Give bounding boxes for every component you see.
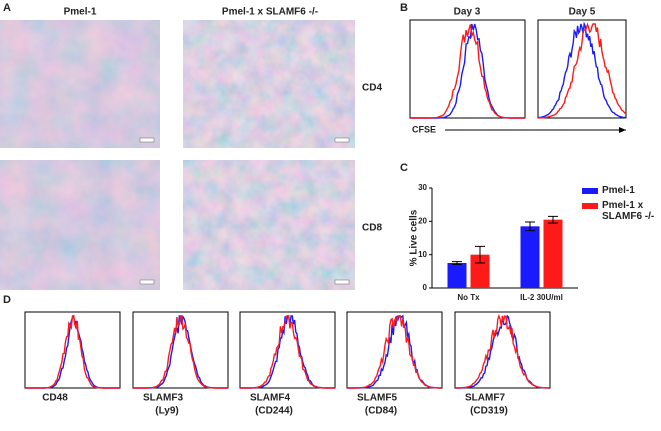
panel-label: B bbox=[400, 2, 408, 14]
marker-label: SLAMF7 bbox=[465, 393, 505, 404]
x-tick-label: IL-2 30U/ml bbox=[520, 293, 563, 302]
y-axis-label: % Live cells bbox=[409, 209, 420, 266]
y-tick-label: 30 bbox=[418, 183, 427, 192]
histogram-frame bbox=[454, 311, 551, 389]
histogram-curve bbox=[455, 314, 550, 389]
row-label: CD8 bbox=[362, 223, 382, 234]
marker-label: (CD84) bbox=[365, 406, 397, 417]
legend-label: Pmel-1 x SLAMF6 -/- bbox=[602, 200, 655, 222]
marker-label: (Ly9) bbox=[155, 406, 179, 417]
marker-label: SLAMF3 bbox=[143, 393, 183, 404]
column-label: Pmel-1 x SLAMF6 -/- bbox=[222, 7, 318, 18]
histogram-curve bbox=[410, 24, 525, 119]
micrograph-haze bbox=[183, 20, 355, 148]
histogram-frame bbox=[24, 311, 121, 389]
column-label: Pmel-1 bbox=[64, 7, 97, 18]
histogram-frame bbox=[346, 311, 443, 389]
marker-label: (CD319) bbox=[470, 406, 508, 417]
scale-bar bbox=[139, 279, 155, 285]
micrograph-haze bbox=[0, 20, 160, 148]
scale-bar bbox=[334, 137, 350, 143]
bar bbox=[520, 226, 540, 288]
legend-swatch bbox=[582, 188, 598, 194]
scale-bar bbox=[334, 279, 350, 285]
panel-label: A bbox=[3, 2, 11, 14]
day-label: Day 3 bbox=[454, 7, 481, 18]
micrograph bbox=[183, 160, 355, 290]
y-tick-label: 20 bbox=[418, 216, 427, 225]
x-tick-label: No Tx bbox=[457, 293, 480, 302]
error-bar bbox=[548, 215, 558, 224]
micrograph bbox=[183, 20, 355, 148]
histogram-curve bbox=[25, 314, 120, 389]
marker-label: SLAMF5 bbox=[357, 393, 397, 404]
histogram-curve bbox=[240, 315, 335, 389]
error-bar bbox=[525, 221, 535, 232]
error-bar bbox=[475, 245, 485, 264]
histogram-curve bbox=[240, 315, 335, 389]
histogram-frame bbox=[409, 19, 526, 119]
micrograph-haze bbox=[0, 160, 160, 290]
legend-label: Pmel-1 bbox=[602, 185, 635, 196]
marker-label: SLAMF4 bbox=[250, 393, 290, 404]
histogram-frame bbox=[537, 19, 627, 119]
legend: Pmel-1 Pmel-1 x SLAMF6 -/- bbox=[582, 185, 660, 226]
histogram-curve bbox=[347, 315, 442, 389]
row-label: CD4 bbox=[362, 83, 382, 94]
marker-label: CD48 bbox=[42, 393, 68, 404]
y-tick-label: 10 bbox=[418, 250, 427, 259]
histogram-curve bbox=[347, 314, 442, 389]
micrograph bbox=[0, 20, 160, 148]
legend-item: Pmel-1 x SLAMF6 -/- bbox=[582, 200, 660, 222]
histogram-curve bbox=[455, 314, 550, 389]
legend-item: Pmel-1 bbox=[582, 185, 660, 196]
scale-bar bbox=[139, 137, 155, 143]
histogram-curve bbox=[538, 22, 627, 119]
micrograph bbox=[0, 160, 160, 290]
y-tick-label: 0 bbox=[423, 283, 428, 292]
bar bbox=[447, 263, 467, 288]
histogram-curve bbox=[133, 315, 228, 389]
bar bbox=[543, 219, 563, 288]
legend-swatch bbox=[582, 203, 598, 209]
histogram-frame bbox=[239, 311, 336, 389]
micrograph-haze bbox=[183, 160, 355, 290]
histogram-frame bbox=[132, 311, 229, 389]
histogram-curve bbox=[133, 314, 228, 389]
histogram-curve bbox=[537, 21, 627, 119]
histogram-curve bbox=[410, 23, 525, 119]
histogram-curve bbox=[25, 315, 120, 389]
panel-label: D bbox=[3, 294, 11, 306]
marker-label: (CD244) bbox=[255, 406, 293, 417]
axis-label: CFSE bbox=[412, 124, 436, 134]
day-label: Day 5 bbox=[569, 7, 596, 18]
panel-label: C bbox=[400, 162, 408, 174]
error-bar bbox=[452, 261, 462, 265]
